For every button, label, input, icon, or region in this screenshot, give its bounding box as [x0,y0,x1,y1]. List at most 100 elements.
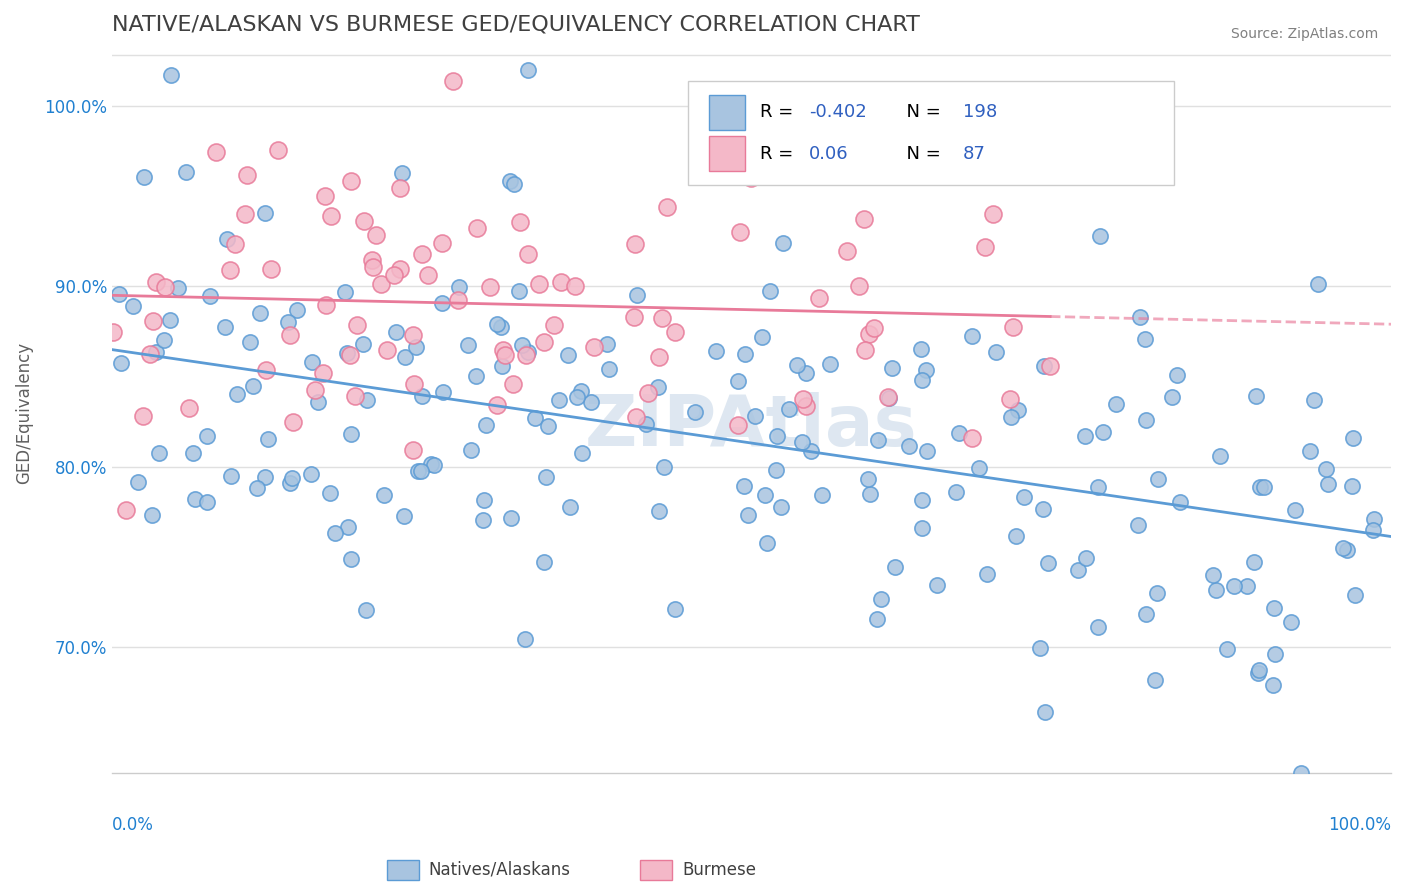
Point [565,390,588,404]
Point [249,306,271,320]
Point [626,287,648,301]
Point [267,143,290,157]
Point [1087,620,1109,634]
Point [430,295,453,310]
Point [1249,480,1271,494]
Point [515,632,537,646]
Point [352,337,374,351]
Point [557,348,579,362]
Point [101,325,124,339]
Point [945,485,967,500]
Point [110,356,132,370]
Point [737,508,759,523]
Point [239,335,262,350]
Point [280,475,302,490]
Point [354,602,377,616]
Point [910,342,932,356]
Point [537,419,560,434]
Point [754,488,776,502]
Point [517,62,540,77]
Point [765,463,787,477]
Point [411,389,433,403]
Point [911,492,934,507]
Point [704,343,727,358]
Point [733,479,755,493]
Point [177,401,200,416]
Point [499,511,522,525]
Point [1129,310,1152,325]
Point [911,373,934,387]
Point [1133,332,1156,346]
Point [145,275,167,289]
Point [1263,601,1285,615]
Point [624,237,647,252]
Text: Natives/Alaskans: Natives/Alaskans [429,861,571,879]
Point [1202,567,1225,582]
Text: N =: N = [894,103,946,121]
Point [927,578,949,592]
Point [1289,766,1312,780]
Point [1247,666,1270,681]
Text: N =: N = [894,145,946,162]
Point [115,503,138,517]
Point [808,291,831,305]
Point [441,73,464,87]
Point [122,299,145,313]
Point [755,536,778,550]
Point [1032,502,1054,516]
Point [967,460,990,475]
Text: 198: 198 [963,103,997,121]
Point [256,363,278,377]
Point [260,262,283,277]
Point [174,164,197,178]
Point [1000,410,1022,425]
Point [474,493,496,508]
FancyBboxPatch shape [688,80,1174,186]
Point [869,591,891,606]
Point [915,363,938,377]
Point [1038,556,1060,570]
Point [1284,503,1306,517]
Point [1341,431,1364,445]
Point [1306,277,1329,291]
Point [499,174,522,188]
Point [859,487,882,501]
Point [408,464,430,478]
Point [624,409,647,424]
Point [1261,678,1284,692]
Point [1166,368,1188,382]
Point [786,359,808,373]
Text: 100.0%: 100.0% [1329,816,1391,835]
Point [917,444,939,458]
Point [794,366,817,380]
Point [1236,579,1258,593]
Point [583,340,606,354]
Point [141,508,163,523]
Point [1253,480,1275,494]
Point [339,174,361,188]
Point [385,325,408,339]
Point [391,166,413,180]
Point [236,168,259,182]
Point [315,298,337,312]
Point [960,431,983,445]
Text: -0.402: -0.402 [808,103,866,121]
Point [800,444,823,458]
Point [517,247,540,261]
Point [131,409,153,423]
Point [460,443,482,458]
Point [863,321,886,335]
Point [1205,582,1227,597]
Point [339,427,361,442]
Point [848,279,870,293]
Point [1135,413,1157,427]
Point [485,317,508,331]
Point [411,464,433,478]
Point [524,411,547,425]
Point [648,350,671,364]
Point [727,418,749,433]
Point [560,500,582,514]
Bar [709,136,745,171]
Point [727,374,749,388]
Point [651,310,673,325]
